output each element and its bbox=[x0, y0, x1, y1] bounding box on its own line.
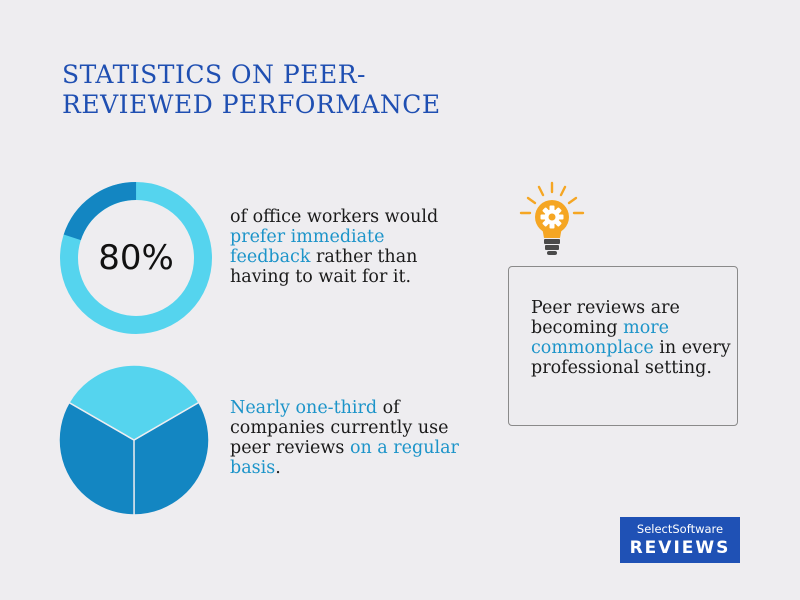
stat1-highlight: prefer immediate feedback bbox=[230, 227, 385, 267]
brand-logo[interactable]: SelectSoftware REVIEWS bbox=[620, 517, 740, 563]
callout-text: Peer reviews are becoming more commonpla… bbox=[531, 298, 731, 378]
stat2-text-middle: of companies currently use peer reviews bbox=[230, 398, 449, 458]
pie-slice-one-third bbox=[68, 364, 200, 441]
stat1-text-after: rather than having to wait for it. bbox=[230, 247, 418, 287]
logo-line-bottom: REVIEWS bbox=[629, 538, 731, 558]
donut-value-label: 80% bbox=[98, 238, 174, 278]
donut-chart bbox=[60, 182, 212, 334]
stat2-text-after: . bbox=[275, 458, 281, 478]
pie-chart bbox=[58, 364, 210, 516]
stat-companies: Nearly one-third of companies currently … bbox=[230, 398, 460, 478]
callout-text-before: Peer reviews are becoming bbox=[531, 298, 680, 338]
callout-highlight: more commonplace bbox=[531, 318, 669, 358]
page-title: STATISTICS ON PEER-REVIEWED PERFORMANCE bbox=[62, 60, 441, 119]
stat1-text-before: of office workers would bbox=[230, 207, 439, 227]
stat2-highlight-2: on a regular basis bbox=[230, 438, 459, 478]
stat2-highlight-1: Nearly one-third bbox=[230, 398, 378, 418]
logo-line-top: SelectSoftware bbox=[636, 522, 724, 536]
callout-text-after: in every professional setting. bbox=[531, 338, 731, 378]
callout-box: Peer reviews are becoming more commonpla… bbox=[508, 266, 738, 426]
lightbulb-gear-icon bbox=[519, 181, 585, 255]
stat-office-workers: of office workers would prefer immediate… bbox=[230, 207, 460, 287]
